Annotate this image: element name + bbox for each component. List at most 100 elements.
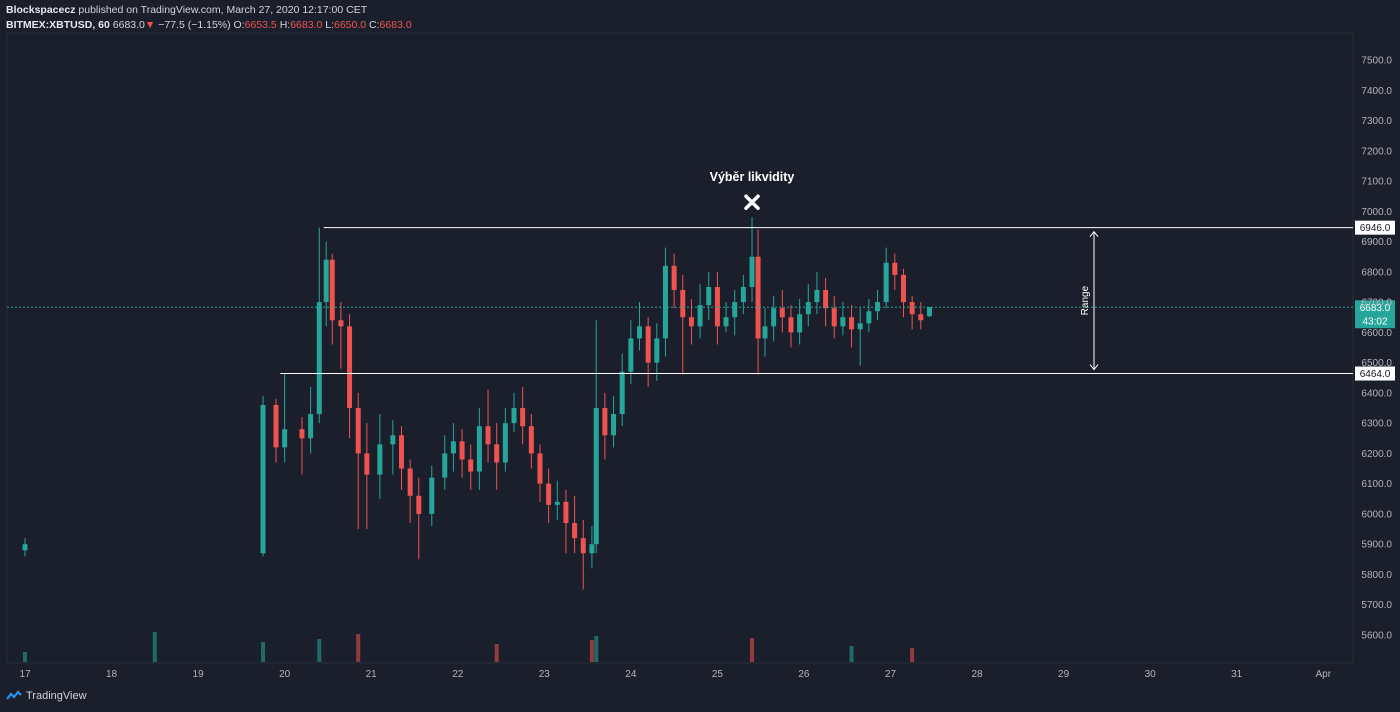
price-tick-label: 7300.0 bbox=[1361, 116, 1392, 127]
price-tick-label: 6400.0 bbox=[1361, 388, 1392, 399]
price-tick-label: 6500.0 bbox=[1361, 358, 1392, 369]
candle-body bbox=[273, 405, 279, 448]
candle-body bbox=[857, 323, 863, 330]
open-value: 6653.5 bbox=[244, 19, 277, 31]
candle-body bbox=[299, 429, 305, 439]
candle-body bbox=[485, 426, 491, 445]
candle-body bbox=[442, 453, 448, 478]
time-tick-label: 20 bbox=[279, 669, 291, 680]
time-tick-label: 25 bbox=[712, 669, 724, 680]
candle-body bbox=[892, 262, 898, 275]
range-label: Range bbox=[1080, 285, 1091, 315]
volume-bar bbox=[589, 640, 594, 662]
candle-body bbox=[714, 286, 720, 327]
time-tick-label: 26 bbox=[798, 669, 810, 680]
candle-body bbox=[926, 307, 932, 317]
candle-body bbox=[771, 308, 777, 327]
last-price: 6683.0 bbox=[112, 19, 145, 31]
time-tick-label: 23 bbox=[539, 669, 551, 680]
candle-body bbox=[580, 538, 586, 554]
candle-body bbox=[459, 441, 465, 460]
candle-body bbox=[688, 317, 694, 327]
candle-body bbox=[554, 501, 560, 505]
candle-body bbox=[511, 408, 517, 424]
time-tick-label: 31 bbox=[1231, 669, 1243, 680]
volume-bars bbox=[23, 632, 915, 662]
candle-body bbox=[364, 453, 370, 475]
symbol-label[interactable]: BITMEX:XBTUSD, 60 bbox=[6, 19, 110, 31]
candle-body bbox=[740, 286, 746, 303]
candle-body bbox=[823, 290, 829, 309]
published-text: published on TradingView.com, March 27, … bbox=[78, 4, 368, 16]
candle-body bbox=[918, 314, 924, 321]
price-tick-label: 6900.0 bbox=[1361, 237, 1392, 248]
current-tag-label: 6683.0 bbox=[1360, 303, 1391, 314]
high-value: 6683.0 bbox=[290, 19, 323, 31]
chart-header: Blockspacecz published on TradingView.co… bbox=[6, 3, 412, 33]
price-axis[interactable]: 5600.0 5700.0 5800.0 5900.0 6000.0 6100.0 6200… bbox=[1361, 56, 1392, 642]
resistance-price-tag: 6946.0 bbox=[1355, 220, 1395, 235]
candle-body bbox=[347, 326, 353, 409]
time-tick-label: 29 bbox=[1058, 669, 1070, 680]
candle-body bbox=[619, 371, 625, 415]
price-tick-label: 7400.0 bbox=[1361, 86, 1392, 97]
footer-brand-label: TradingView bbox=[26, 690, 87, 702]
candle-body bbox=[528, 426, 534, 454]
candle-body bbox=[831, 308, 837, 327]
candle-body bbox=[282, 429, 288, 448]
candle-body bbox=[546, 483, 552, 505]
candle-body bbox=[329, 259, 335, 321]
candle-body bbox=[697, 305, 703, 327]
volume-bar bbox=[494, 644, 499, 662]
time-tick-label: 19 bbox=[193, 669, 205, 680]
candle-body bbox=[377, 444, 383, 475]
candle-body bbox=[502, 423, 508, 463]
candle-body bbox=[840, 317, 846, 327]
plot-area bbox=[6, 32, 1354, 664]
current-price-tag: 6683.0 43:02 bbox=[1355, 300, 1395, 329]
price-tick-label: 6000.0 bbox=[1361, 509, 1392, 520]
volume-bar bbox=[23, 652, 27, 662]
support-tag-bg bbox=[1355, 366, 1395, 381]
candle-body bbox=[723, 317, 729, 327]
candle-body bbox=[572, 523, 578, 539]
footer-brand[interactable]: TradingView bbox=[6, 690, 87, 702]
price-tick-label: 6200.0 bbox=[1361, 449, 1392, 460]
time-tick-label: 22 bbox=[452, 669, 464, 680]
publisher-name[interactable]: Blockspacecz bbox=[6, 4, 76, 16]
candle-body bbox=[308, 414, 314, 439]
liquidity-title: Výběr likvidity bbox=[710, 170, 795, 184]
candle-body bbox=[909, 302, 915, 315]
high-label: H: bbox=[279, 19, 291, 31]
candle-body bbox=[593, 408, 599, 545]
candle-body bbox=[797, 314, 803, 333]
candle-body bbox=[805, 302, 811, 315]
candle-body bbox=[788, 317, 794, 333]
candle-body bbox=[611, 414, 617, 436]
candle-body bbox=[355, 408, 361, 454]
resistance-tag-bg bbox=[1355, 220, 1395, 235]
open-label: O: bbox=[233, 19, 245, 31]
candle-body bbox=[749, 256, 755, 287]
volume-bar bbox=[317, 639, 322, 662]
time-axis[interactable]: 17 18 19 20 21 22 23 24 25 26 27 28 29 30 31 Apr bbox=[19, 669, 1331, 680]
time-tick-label: 17 bbox=[19, 669, 31, 680]
time-tick-label: 24 bbox=[625, 669, 637, 680]
candle-body bbox=[416, 495, 422, 514]
candle-body bbox=[628, 338, 634, 372]
candle-body bbox=[398, 435, 404, 469]
symbol-line: BITMEX:XBTUSD, 60 6683.0▼ −77.5 (−1.15%)… bbox=[6, 18, 412, 33]
close-label: C: bbox=[369, 19, 380, 31]
volume-bar bbox=[261, 642, 266, 662]
price-tick-label: 6100.0 bbox=[1361, 479, 1392, 490]
candle-body bbox=[450, 441, 456, 454]
price-tick-label: 5600.0 bbox=[1361, 631, 1392, 642]
price-change: −77.5 (−1.15%) bbox=[158, 19, 231, 31]
candle-body bbox=[732, 302, 738, 318]
tradingview-logo-icon bbox=[6, 690, 22, 700]
volume-bar bbox=[849, 646, 854, 662]
candle-body bbox=[645, 326, 651, 363]
candle-body bbox=[22, 544, 28, 551]
price-tick-label: 6600.0 bbox=[1361, 328, 1392, 339]
